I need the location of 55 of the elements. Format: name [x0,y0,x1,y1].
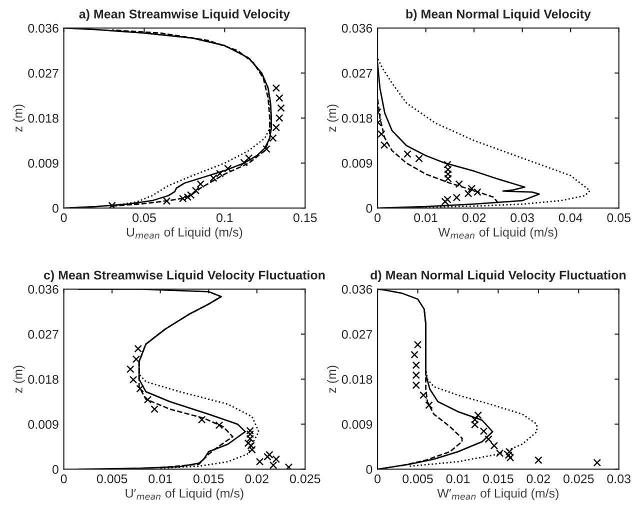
x-tick-label: 0.02 [462,213,486,222]
y-tick-label: 0.027 [28,68,58,78]
x-tick-label: 0.02 [245,474,268,484]
x-axis-title: U$_{mean}$ of Liquid (m/s) [126,227,242,240]
y-tick-label: 0.027 [342,68,372,78]
x-tick-label: 0.15 [293,213,317,222]
x-tick-label: 0.01 [446,474,470,484]
y-tick-label: 0 [366,465,372,474]
x-tick-label: 0.015 [193,474,224,484]
y-tick-label: 0.018 [28,114,58,123]
x-tick-label: 0.005 [402,474,433,484]
x-tick-label: 0.01 [414,213,438,222]
x-tick-label: 0.1 [216,213,233,222]
y-tick-label: 0.018 [342,374,372,384]
chart-title: b) Mean Normal Liquid Velocity [406,9,591,21]
y-tick-label: 0.009 [28,420,58,429]
y-axis-title: z (m) [326,104,339,132]
y-tick-label: 0 [52,465,58,474]
y-tick-label: 0.036 [28,284,58,294]
y-tick-label: 0.036 [342,24,372,33]
chart-title: a) Mean Streamwise Liquid Velocity [79,9,290,21]
x-tick-label: 0 [60,474,67,484]
x-tick-label: 0 [374,213,381,222]
y-tick-label: 0.018 [342,114,372,123]
chart-title: d) Mean Normal Liquid Velocity Fluctuation [370,270,626,282]
y-tick-label: 0.027 [342,330,372,339]
y-axis-title: z (m) [13,366,25,393]
y-tick-label: 0 [366,204,372,213]
y-axis-title: z (m) [13,104,25,132]
x-tick-label: 0.01 [148,474,172,484]
x-tick-label: 0.03 [510,213,534,222]
x-axis-title: W$_{mean}$ of Liquid (m/s) [438,227,558,240]
y-tick-label: 0.009 [342,420,372,429]
x-tick-label: 0.025 [563,474,594,484]
y-tick-label: 0 [52,204,58,213]
x-tick-label: 0 [374,474,381,484]
x-axis-title: W′$_{mean}$ of Liquid (m/s) [437,488,558,500]
y-tick-label: 0.009 [342,158,372,168]
x-axis-title: U′$_{mean}$ of Liquid (m/s) [126,488,244,500]
x-tick-label: 0.02 [526,474,550,484]
y-tick-label: 0.018 [28,374,58,384]
y-tick-label: 0.036 [342,284,372,294]
y-tick-label: 0.036 [28,24,58,33]
y-tick-label: 0.009 [28,158,58,168]
x-tick-label: 0.05 [607,213,630,222]
chart-title: c) Mean Streamwise Liquid Velocity Fluctuation [44,270,325,282]
x-tick-label: 0 [60,213,67,222]
x-tick-label: 0.025 [290,474,320,484]
x-tick-label: 0.03 [607,474,630,484]
x-tick-label: 0.04 [558,213,582,222]
y-axis-title: z (m) [326,366,339,393]
x-tick-label: 0.015 [483,474,514,484]
x-tick-label: 0.05 [132,213,156,222]
y-tick-label: 0.027 [28,330,58,339]
x-tick-label: 0.005 [96,474,128,484]
